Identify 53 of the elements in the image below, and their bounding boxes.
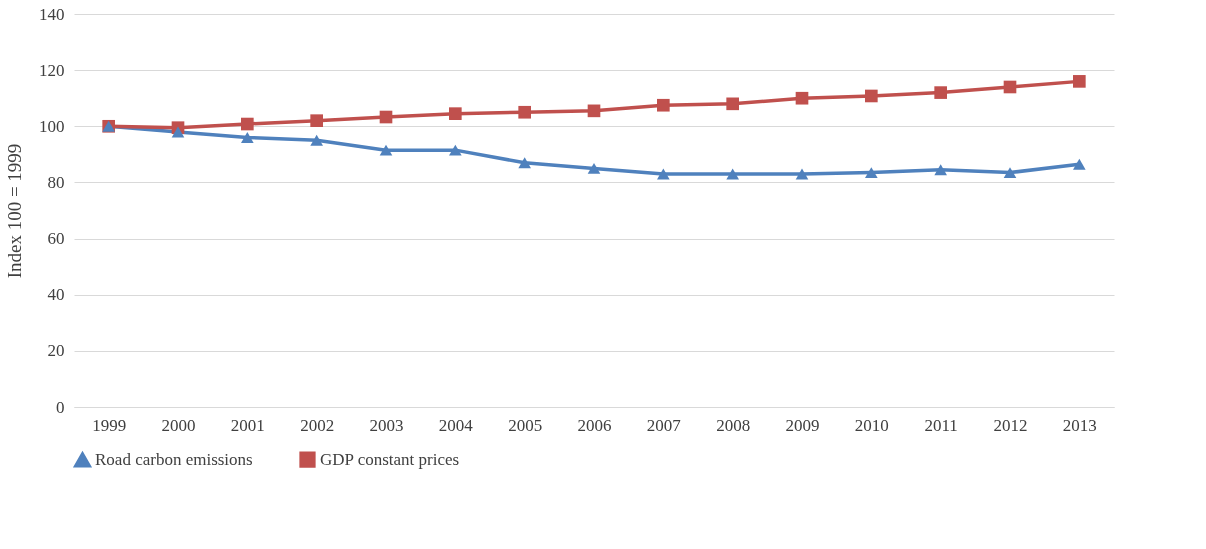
point — [865, 89, 878, 103]
point — [1073, 158, 1086, 170]
point — [587, 104, 601, 118]
y-tick-label: 100 — [39, 116, 65, 136]
y-tick-label: 80 — [47, 172, 65, 192]
x-tick-label: 2006 — [577, 415, 612, 435]
point — [726, 97, 739, 111]
y-tick-label: 20 — [47, 341, 65, 361]
point — [518, 105, 531, 119]
x-tick-label: 2003 — [369, 415, 404, 435]
x-tick-label: 2002 — [300, 415, 335, 435]
x-tick-label: 2011 — [924, 415, 958, 435]
point — [726, 168, 739, 180]
x-tick-label: 2010 — [854, 415, 889, 435]
x-tick-label: 2012 — [993, 415, 1028, 435]
x-tick-label: 2013 — [1062, 415, 1097, 435]
point — [934, 164, 947, 176]
point — [379, 110, 393, 124]
point — [171, 126, 185, 138]
point — [379, 144, 393, 156]
x-tick-label: 2000 — [161, 415, 196, 435]
legend-label: GDP constant prices — [320, 449, 460, 469]
point — [241, 117, 254, 131]
legend-label: Road carbon emissions — [95, 450, 253, 470]
x-tick-label: 2005 — [508, 415, 543, 435]
y-axis-title: Index 100 = 1999 — [4, 143, 25, 279]
point — [449, 144, 462, 156]
x-tick-label: 2004 — [438, 415, 474, 435]
point — [795, 168, 809, 180]
point — [657, 98, 670, 112]
point — [241, 132, 254, 143]
x-tick-label: 2008 — [716, 415, 751, 435]
point — [518, 157, 531, 169]
y-tick-label: 140 — [39, 4, 65, 24]
point — [310, 134, 323, 146]
point — [587, 162, 601, 174]
point — [310, 114, 323, 127]
point — [1003, 80, 1017, 94]
x-tick-label: 2009 — [785, 415, 820, 435]
x-tick-label: 2007 — [646, 415, 682, 435]
y-tick-label: 40 — [47, 285, 65, 305]
y-tick-label: 60 — [47, 229, 65, 249]
point — [934, 86, 947, 99]
point — [1073, 75, 1086, 88]
point — [865, 167, 878, 179]
y-tick-label: 0 — [56, 397, 65, 417]
point — [1003, 167, 1017, 179]
x-tick-label: 1999 — [92, 415, 127, 435]
x-tick-label: 2001 — [230, 415, 265, 435]
point — [795, 91, 809, 105]
y-tick-label: 120 — [39, 60, 65, 80]
point — [657, 168, 670, 180]
point — [449, 107, 462, 120]
